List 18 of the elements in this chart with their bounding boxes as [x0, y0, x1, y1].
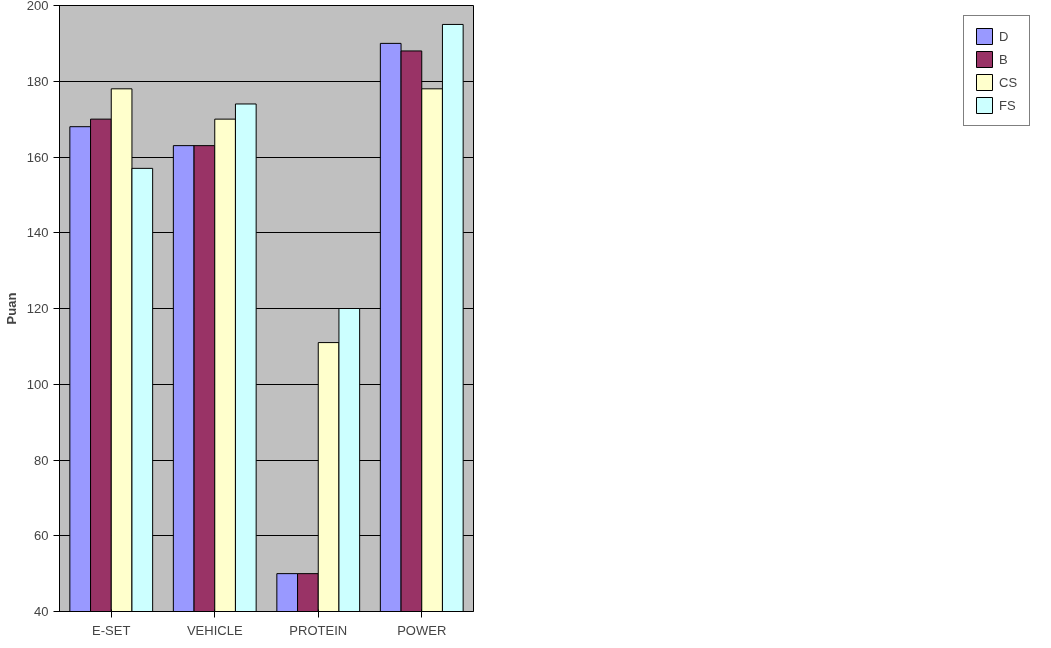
x-tick-label: VEHICLE — [186, 622, 243, 638]
y-axis-title: Puan — [3, 292, 19, 325]
y-tick-label: 180 — [26, 73, 49, 89]
y-tick-label: 200 — [26, 0, 49, 13]
legend-label: D — [999, 28, 1010, 44]
legend-label: FS — [999, 97, 1017, 113]
y-tick-label: 60 — [34, 528, 49, 544]
y-tick-label: 100 — [26, 376, 49, 392]
x-tick-label: E-SET — [92, 622, 131, 638]
x-tick-label: POWER — [397, 622, 447, 638]
legend-label: B — [999, 51, 1009, 67]
y-tick-label: 40 — [34, 604, 49, 619]
legend-label: CS — [999, 74, 1019, 90]
y-tick-label: 160 — [26, 149, 49, 165]
x-tick-label: PROTEIN — [289, 622, 348, 638]
y-tick-label: 140 — [26, 225, 49, 241]
y-tick-label: 80 — [34, 452, 49, 468]
y-tick-label: 120 — [26, 301, 49, 316]
